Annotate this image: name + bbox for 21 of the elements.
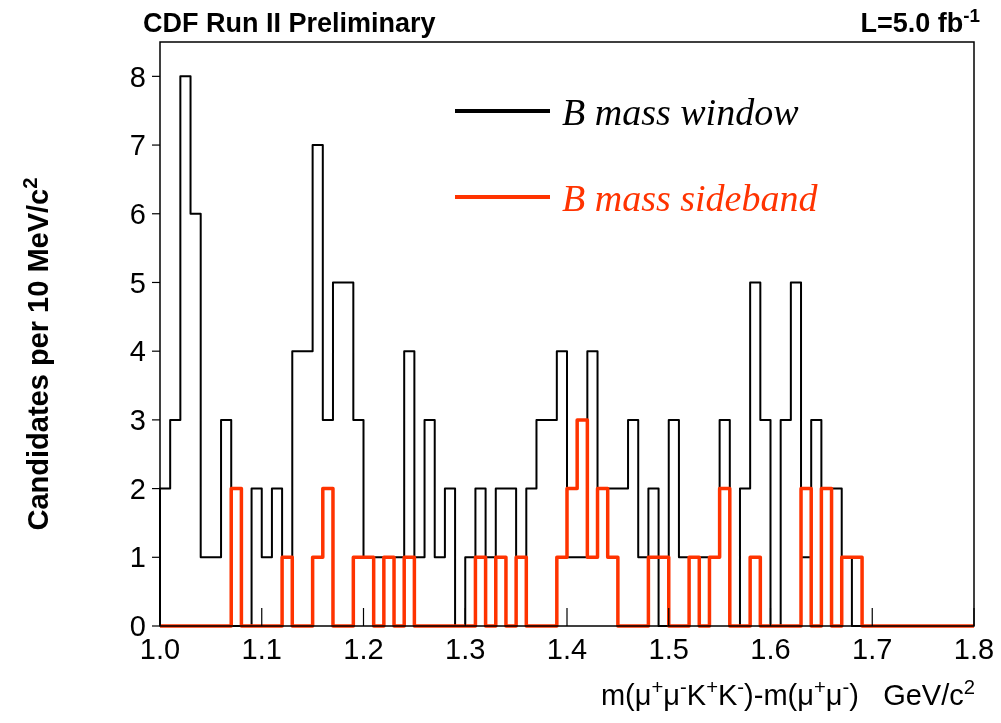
- text: m(μ$^{+}$μ$^{-}$K$^{+}$K$^{-}$)-m(μ$^{+}$μ$^{-}$) GeV/c$^{2}$: [600, 676, 975, 711]
- chart-title: CDF Run II Preliminary: [143, 8, 436, 38]
- y-tick-label: 6: [129, 197, 146, 230]
- text: L=5.0 fb$^{-1}$: [860, 4, 980, 38]
- y-tick-label: 3: [129, 404, 146, 437]
- y-tick-label: 2: [129, 472, 146, 505]
- x-tick-label: 1.7: [852, 633, 893, 665]
- x-tick-label: 1.2: [343, 633, 384, 665]
- x-tick-label: 1.3: [445, 633, 486, 665]
- y-tick-label: 1: [129, 541, 146, 574]
- x-tick-label: 1.1: [241, 633, 282, 665]
- y-tick-label: 8: [129, 60, 146, 93]
- x-tick-label: 1.5: [648, 633, 689, 665]
- legend-label: B mass window: [562, 91, 800, 134]
- legend-label: B mass sideband: [562, 177, 819, 220]
- x-tick-label: 1.4: [546, 633, 588, 665]
- x-tick-label: 1.6: [750, 633, 791, 665]
- x-tick-label: 1.8: [953, 633, 995, 665]
- y-tick-label: 4: [129, 335, 146, 368]
- y-tick-label: 7: [129, 129, 146, 162]
- y-tick-label: 5: [129, 266, 146, 299]
